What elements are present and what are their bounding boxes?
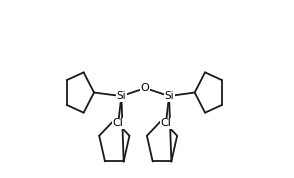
Text: Cl: Cl — [113, 118, 124, 129]
Text: Cl: Cl — [161, 118, 171, 129]
Text: Si: Si — [164, 91, 174, 101]
Text: Si: Si — [117, 91, 126, 101]
Text: O: O — [141, 83, 150, 93]
